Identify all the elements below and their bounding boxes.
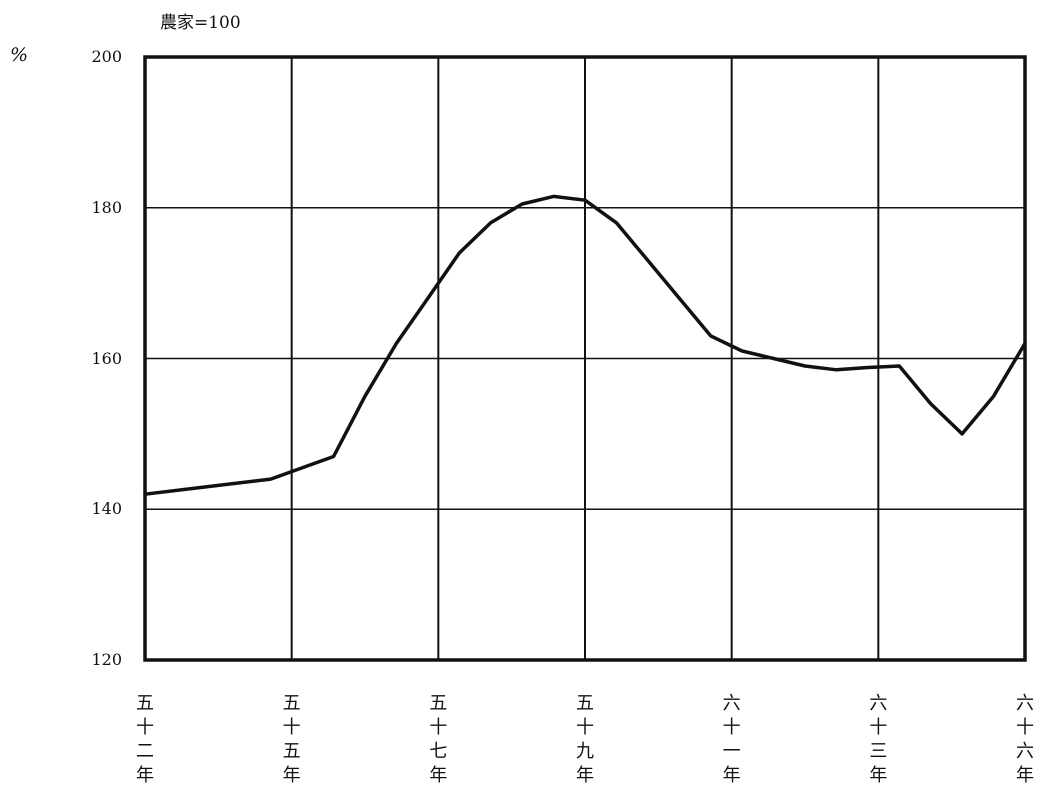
- x-tick-label: 六十一年: [722, 693, 741, 786]
- y-tick-label: 200: [91, 47, 122, 66]
- x-tick-label: 五十九年: [576, 693, 594, 786]
- series-line: [143, 194, 1027, 496]
- x-tick-label: 六十三年: [869, 693, 888, 786]
- y-tick-label: 140: [91, 499, 122, 519]
- y-axis-unit: %: [10, 44, 29, 66]
- y-tick-label: 180: [91, 197, 122, 217]
- x-tick-label: 五十五年: [282, 693, 301, 786]
- x-tick-label: 五十二年: [136, 693, 154, 786]
- x-tick-label: 六十六年: [1016, 693, 1034, 786]
- y-tick-label: 120: [91, 650, 122, 669]
- x-tick-label: 五十七年: [429, 693, 448, 786]
- plot-frame: [143, 55, 1027, 662]
- chart-title: 農家=100: [160, 13, 241, 33]
- y-tick-label: 160: [91, 348, 122, 368]
